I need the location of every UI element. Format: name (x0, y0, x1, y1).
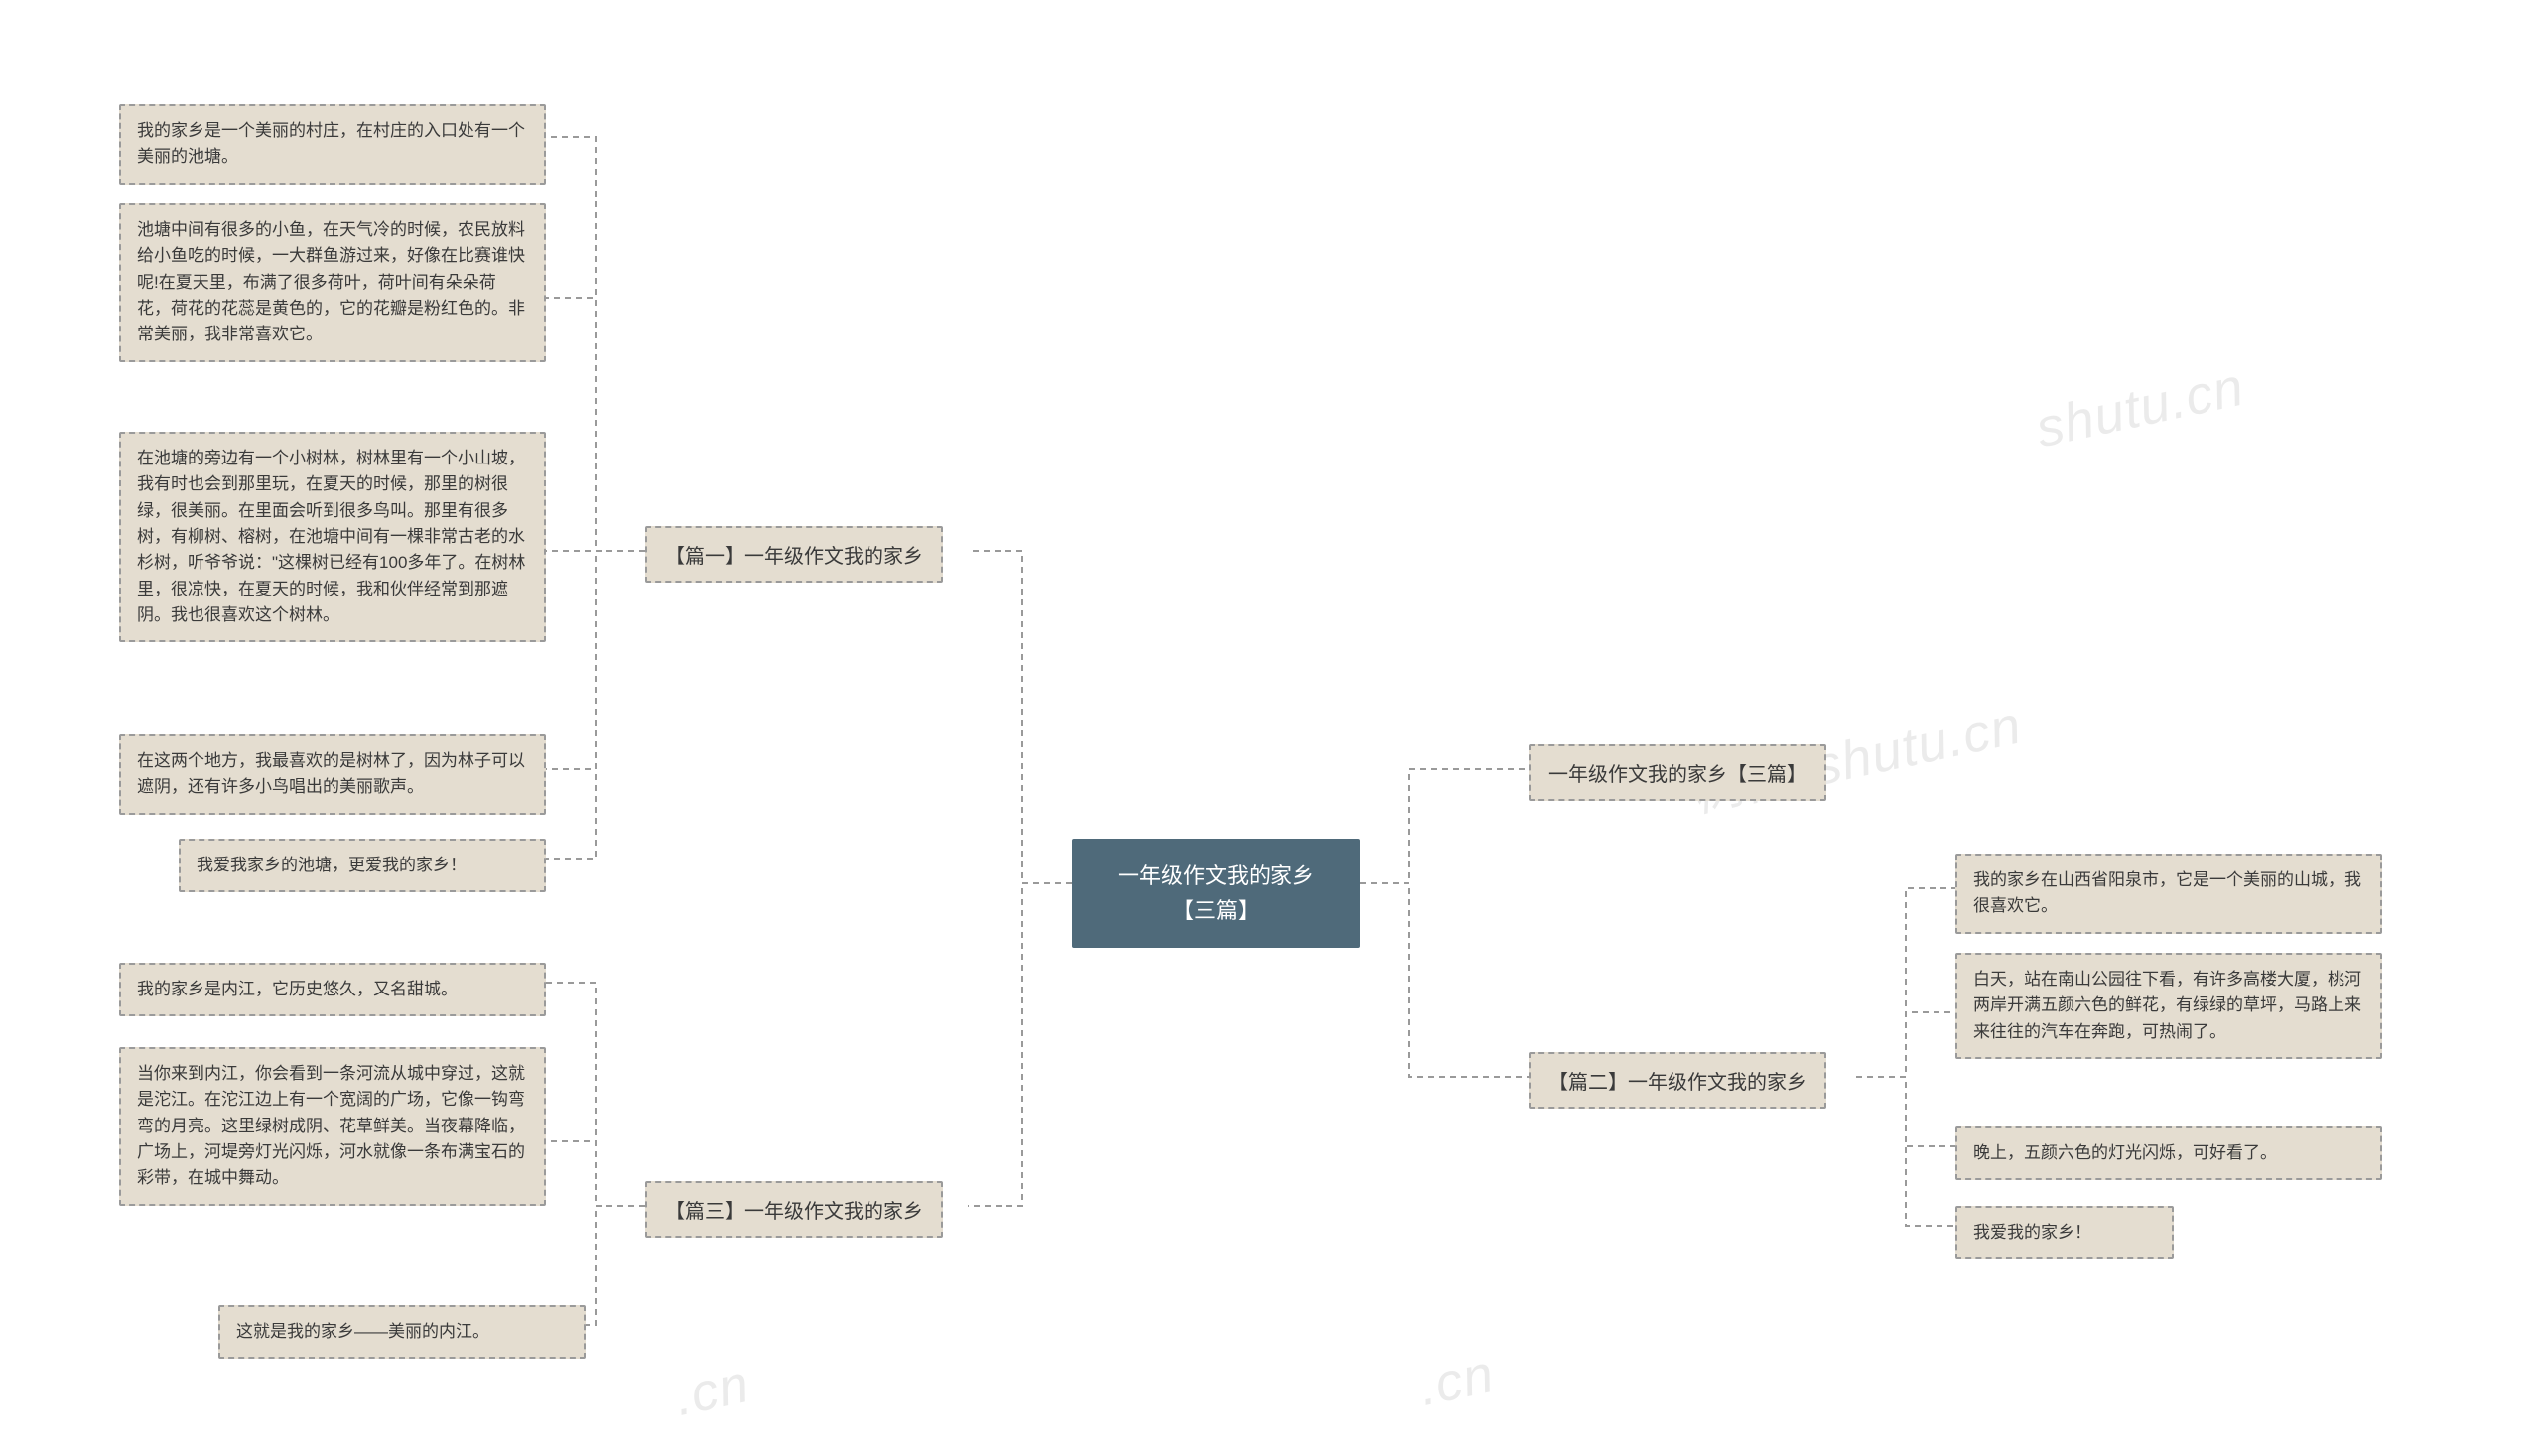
leaf-node[interactable]: 在这两个地方，我最喜欢的是树林了，因为林子可以遮阴，还有许多小鸟唱出的美丽歌声。 (119, 734, 546, 815)
leaf-node[interactable]: 我爱我家乡的池塘，更爱我的家乡！ (179, 839, 546, 892)
leaf-node[interactable]: 池塘中间有很多的小鱼，在天气冷的时候，农民放料给小鱼吃的时候，一大群鱼游过来，好… (119, 203, 546, 362)
leaf-node[interactable]: 在池塘的旁边有一个小树林，树林里有一个小山坡，我有时也会到那里玩，在夏天的时候，… (119, 432, 546, 642)
leaf-node[interactable]: 我的家乡是一个美丽的村庄，在村庄的入口处有一个美丽的池塘。 (119, 104, 546, 185)
branch-title-repeat[interactable]: 一年级作文我的家乡【三篇】 (1529, 744, 1826, 801)
watermark: .cn (1413, 1343, 1499, 1418)
leaf-node[interactable]: 我的家乡在山西省阳泉市，它是一个美丽的山城，我很喜欢它。 (1955, 854, 2382, 934)
leaf-node[interactable]: 我的家乡是内江，它历史悠久，又名甜城。 (119, 963, 546, 1016)
leaf-node[interactable]: 这就是我的家乡——美丽的内江。 (218, 1305, 586, 1359)
root-node[interactable]: 一年级作文我的家乡【三篇】 (1072, 839, 1360, 948)
branch-pian2[interactable]: 【篇二】一年级作文我的家乡 (1529, 1052, 1826, 1109)
leaf-node[interactable]: 我爱我的家乡！ (1955, 1206, 2174, 1259)
leaf-node[interactable]: 当你来到内江，你会看到一条河流从城中穿过，这就是沱江。在沱江边上有一个宽阔的广场… (119, 1047, 546, 1206)
watermark: .cn (669, 1353, 754, 1428)
watermark: shutu.cn (2031, 356, 2249, 461)
leaf-node[interactable]: 晚上，五颜六色的灯光闪烁，可好看了。 (1955, 1126, 2382, 1180)
branch-pian3[interactable]: 【篇三】一年级作文我的家乡 (645, 1181, 943, 1238)
branch-pian1[interactable]: 【篇一】一年级作文我的家乡 (645, 526, 943, 583)
leaf-node[interactable]: 白天，站在南山公园往下看，有许多高楼大厦，桃河两岸开满五颜六色的鲜花，有绿绿的草… (1955, 953, 2382, 1059)
